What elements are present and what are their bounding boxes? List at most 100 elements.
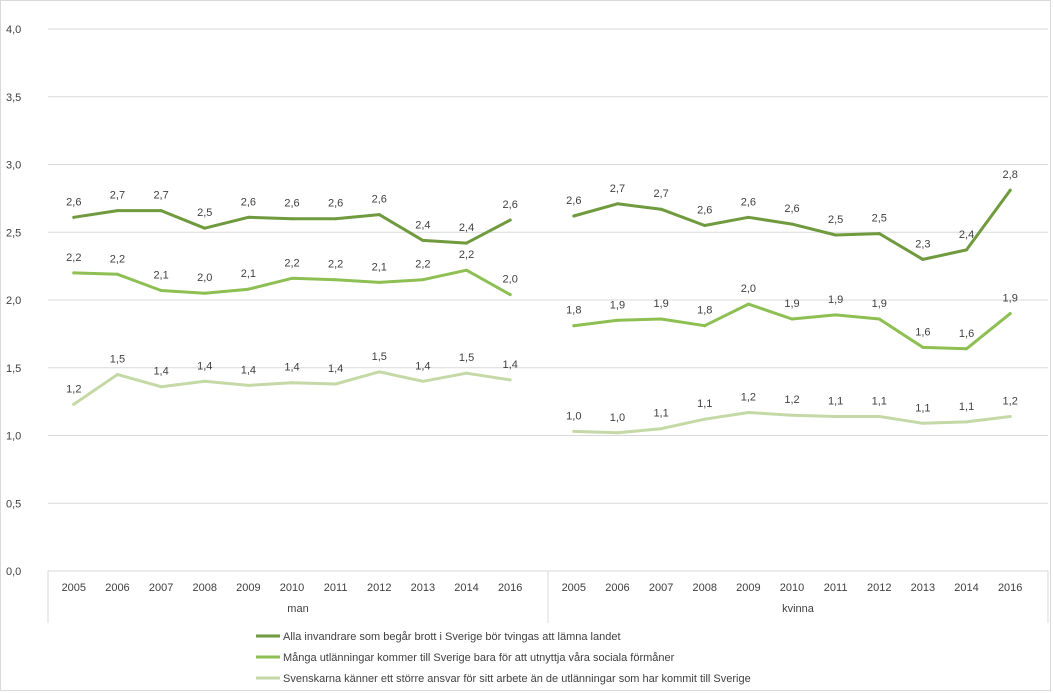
data-label: 1,8: [697, 305, 712, 317]
data-label: 2,4: [415, 219, 430, 231]
series-lines: [72, 188, 1012, 435]
data-label: 2,6: [566, 195, 581, 207]
x-tick-label: 2011: [324, 582, 348, 594]
data-point: [921, 421, 925, 425]
y-tick-label: 0,5: [6, 498, 21, 510]
data-label: 1,9: [653, 298, 668, 310]
data-label: 1,4: [415, 360, 430, 372]
y-tick-label: 0,0: [6, 566, 21, 578]
data-point: [203, 226, 207, 230]
data-point: [746, 215, 750, 219]
data-label: 1,6: [959, 328, 974, 340]
data-label: 2,0: [197, 272, 212, 284]
data-label: 1,1: [697, 398, 712, 410]
data-point: [246, 287, 250, 291]
data-label: 1,1: [828, 396, 843, 408]
data-point: [703, 417, 707, 421]
data-point: [508, 218, 512, 222]
data-label: 1,1: [915, 402, 930, 414]
data-point: [290, 217, 294, 221]
data-point: [746, 302, 750, 306]
data-label: 2,2: [66, 252, 81, 264]
data-label: 2,7: [110, 190, 125, 202]
data-point: [334, 217, 338, 221]
data-label: 1,8: [566, 305, 581, 317]
data-point: [1008, 188, 1012, 192]
data-point: [572, 324, 576, 328]
data-label: 1,9: [784, 298, 799, 310]
data-label: 1,1: [653, 408, 668, 420]
data-label: 2,3: [915, 238, 930, 250]
data-label: 1,4: [284, 362, 299, 374]
data-label: 1,9: [828, 294, 843, 306]
data-point: [246, 215, 250, 219]
data-label: 2,5: [197, 207, 212, 219]
x-tick-label: 2012: [867, 582, 891, 594]
data-label: 2,6: [741, 196, 756, 208]
data-point: [877, 317, 881, 321]
data-label: 2,1: [153, 270, 168, 282]
data-label: 1,4: [197, 360, 212, 372]
data-label: 1,0: [566, 410, 581, 422]
data-label: 1,5: [459, 352, 474, 364]
x-tick-label: 2009: [236, 582, 260, 594]
data-label: 2,6: [784, 203, 799, 215]
data-label: 2,1: [372, 261, 387, 273]
data-label: 2,5: [828, 214, 843, 226]
data-label: 2,6: [284, 198, 299, 210]
x-tick-label: 2016: [998, 582, 1022, 594]
data-point: [1008, 312, 1012, 316]
y-tick-label: 3,5: [6, 92, 21, 104]
data-point: [334, 382, 338, 386]
data-point: [508, 378, 512, 382]
data-point: [290, 276, 294, 280]
y-tick-label: 2,5: [6, 227, 21, 239]
data-point: [465, 241, 469, 245]
data-point: [572, 214, 576, 218]
data-label: 2,2: [459, 249, 474, 261]
data-point: [115, 373, 119, 377]
x-tick-label: 2008: [192, 582, 216, 594]
data-labels: 2,6 2,7 2,7 2,5 2,6 2,6 2,6 2,6 2,4 2,4 2,6 2,2 2,2 2…: [66, 169, 1018, 424]
data-point: [334, 278, 338, 282]
series-line: [572, 302, 1012, 351]
data-point: [659, 317, 663, 321]
x-tick-label: 2013: [911, 582, 935, 594]
group-label: man: [287, 603, 308, 615]
data-label: 1,5: [372, 351, 387, 363]
data-label: 1,2: [784, 394, 799, 406]
data-point: [421, 379, 425, 383]
data-point: [1008, 415, 1012, 419]
data-label: 1,9: [610, 299, 625, 311]
x-tick-label: 2007: [149, 582, 173, 594]
data-label: 2,7: [610, 183, 625, 195]
data-point: [877, 415, 881, 419]
data-point: [72, 271, 76, 275]
data-point: [465, 268, 469, 272]
data-point: [246, 383, 250, 387]
y-tick-label: 2,0: [6, 295, 21, 307]
x-tick-label: 2010: [780, 582, 804, 594]
x-tick-label: 2011: [824, 582, 848, 594]
data-label: 1,2: [741, 391, 756, 403]
data-point: [659, 207, 663, 211]
data-point: [965, 347, 969, 351]
x-tick-label: 2005: [62, 582, 86, 594]
data-label: 2,2: [415, 259, 430, 271]
x-tick-label: 2005: [562, 582, 586, 594]
data-point: [615, 318, 619, 322]
data-point: [965, 248, 969, 252]
data-point: [877, 232, 881, 236]
data-point: [115, 272, 119, 276]
data-point: [703, 324, 707, 328]
data-point: [203, 379, 207, 383]
data-point: [377, 213, 381, 217]
x-tick-label: 2006: [105, 582, 129, 594]
data-label: 2,0: [741, 283, 756, 295]
data-label: 2,5: [872, 213, 887, 225]
x-tick-label: 2012: [367, 582, 391, 594]
data-label: 1,4: [153, 366, 168, 378]
data-label: 2,7: [153, 190, 168, 202]
data-point: [290, 381, 294, 385]
